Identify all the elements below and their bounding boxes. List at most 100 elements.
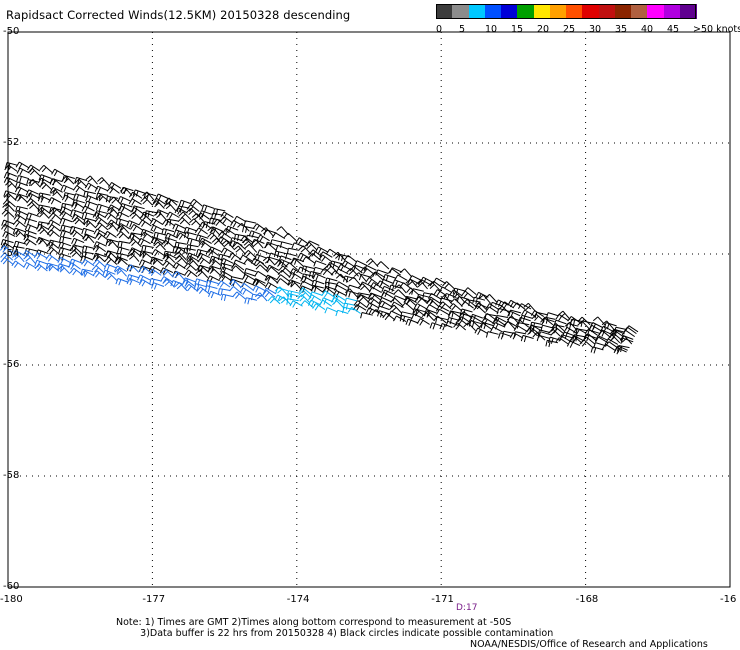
wind-barb (83, 217, 97, 225)
wind-barb (262, 256, 276, 266)
wind-barb (104, 272, 118, 282)
wind-barb (57, 256, 71, 265)
wind-barb (126, 252, 140, 262)
wind-barb (285, 252, 298, 260)
longitude-label: -180 (0, 594, 23, 605)
wind-barb (254, 292, 268, 302)
wind-barb (322, 287, 336, 295)
wind-barb (318, 299, 333, 307)
wind-barb (509, 332, 524, 340)
wind-barb (300, 300, 314, 308)
wind-barb (371, 309, 385, 318)
wind-barb (244, 297, 258, 305)
scale-swatch (533, 4, 551, 19)
wind-barb (288, 272, 302, 280)
wind-barb (241, 273, 256, 282)
wind-barb (365, 258, 379, 268)
wind-barb (312, 303, 326, 311)
wind-barb (254, 270, 268, 278)
wind-barb (59, 229, 73, 237)
wind-barb (206, 275, 220, 283)
wind-barb (315, 246, 329, 254)
wind-barb (126, 220, 140, 228)
wind-barb (400, 311, 413, 318)
wind-barb (276, 278, 290, 286)
wind-barb (126, 277, 140, 286)
wind-barb (590, 346, 604, 354)
wind-barb (251, 239, 264, 249)
wind-barb (81, 227, 95, 236)
wind-barb (298, 287, 312, 295)
wind-barb (137, 274, 151, 282)
wind-barb (468, 315, 483, 323)
wind-barb (220, 247, 235, 255)
wind-barb (61, 176, 75, 185)
wind-barb (551, 323, 565, 332)
wind-barb (172, 223, 186, 231)
latitude-label: -50 (3, 26, 20, 37)
wind-barb (57, 265, 71, 274)
wind-barb (485, 306, 499, 314)
wind-barb (266, 266, 280, 275)
wind-barb (58, 253, 72, 261)
wind-barb (381, 285, 395, 292)
wind-barb (172, 271, 185, 281)
wind-barb (399, 268, 413, 278)
wind-barb (278, 265, 292, 274)
wind-barb (3, 176, 18, 185)
wind-barb (387, 268, 401, 276)
wind-barb (106, 222, 119, 232)
wind-barb (61, 194, 76, 202)
wind-barb (130, 223, 144, 232)
wind-barbs (0, 161, 639, 355)
wind-barb (60, 184, 74, 193)
wind-barb (298, 245, 312, 255)
wind-barb (22, 250, 36, 258)
wind-barb (262, 289, 276, 298)
wind-barb (264, 274, 278, 283)
wind-barb (485, 331, 499, 338)
wind-barb (485, 303, 499, 310)
wind-barb (583, 333, 597, 342)
wind-barb (242, 225, 255, 233)
wind-barb (126, 274, 140, 282)
wind-barb (324, 281, 338, 289)
wind-barb (33, 252, 48, 260)
wind-barb (304, 241, 318, 251)
wind-barb (50, 189, 63, 199)
scale-swatch (582, 4, 599, 19)
wind-barb (85, 175, 98, 185)
wind-barb (186, 237, 200, 245)
wind-barb (256, 249, 270, 256)
wind-barb (191, 213, 205, 223)
wind-barb (353, 300, 367, 308)
wind-barb (432, 277, 447, 285)
wind-barb (97, 177, 110, 187)
wind-barb (469, 313, 483, 322)
wind-barb (114, 257, 128, 266)
wind-barb (489, 326, 504, 333)
wind-barb (207, 232, 221, 241)
wind-barb (28, 179, 41, 188)
scale-swatch (517, 4, 534, 19)
scale-swatch (679, 4, 697, 19)
wind-barb (162, 254, 176, 263)
wind-barb (266, 264, 280, 271)
latitude-label: -54 (3, 248, 20, 259)
wind-barb (15, 161, 29, 170)
wind-barb (365, 277, 379, 285)
wind-barb (584, 328, 598, 336)
scale-label: 15 (511, 24, 524, 35)
wind-barb (14, 194, 28, 203)
wind-barb (232, 259, 246, 266)
wind-barb (335, 281, 349, 288)
wind-barb (69, 258, 83, 266)
wind-barb (138, 219, 152, 227)
wind-barb (184, 269, 198, 278)
wind-barb (12, 227, 26, 235)
wind-barb (239, 287, 253, 295)
note-line-2: 3)Data buffer is 22 hrs from 20150328 4)… (116, 628, 554, 639)
longitude-label: -16 (720, 594, 737, 605)
wind-barb (128, 238, 142, 248)
